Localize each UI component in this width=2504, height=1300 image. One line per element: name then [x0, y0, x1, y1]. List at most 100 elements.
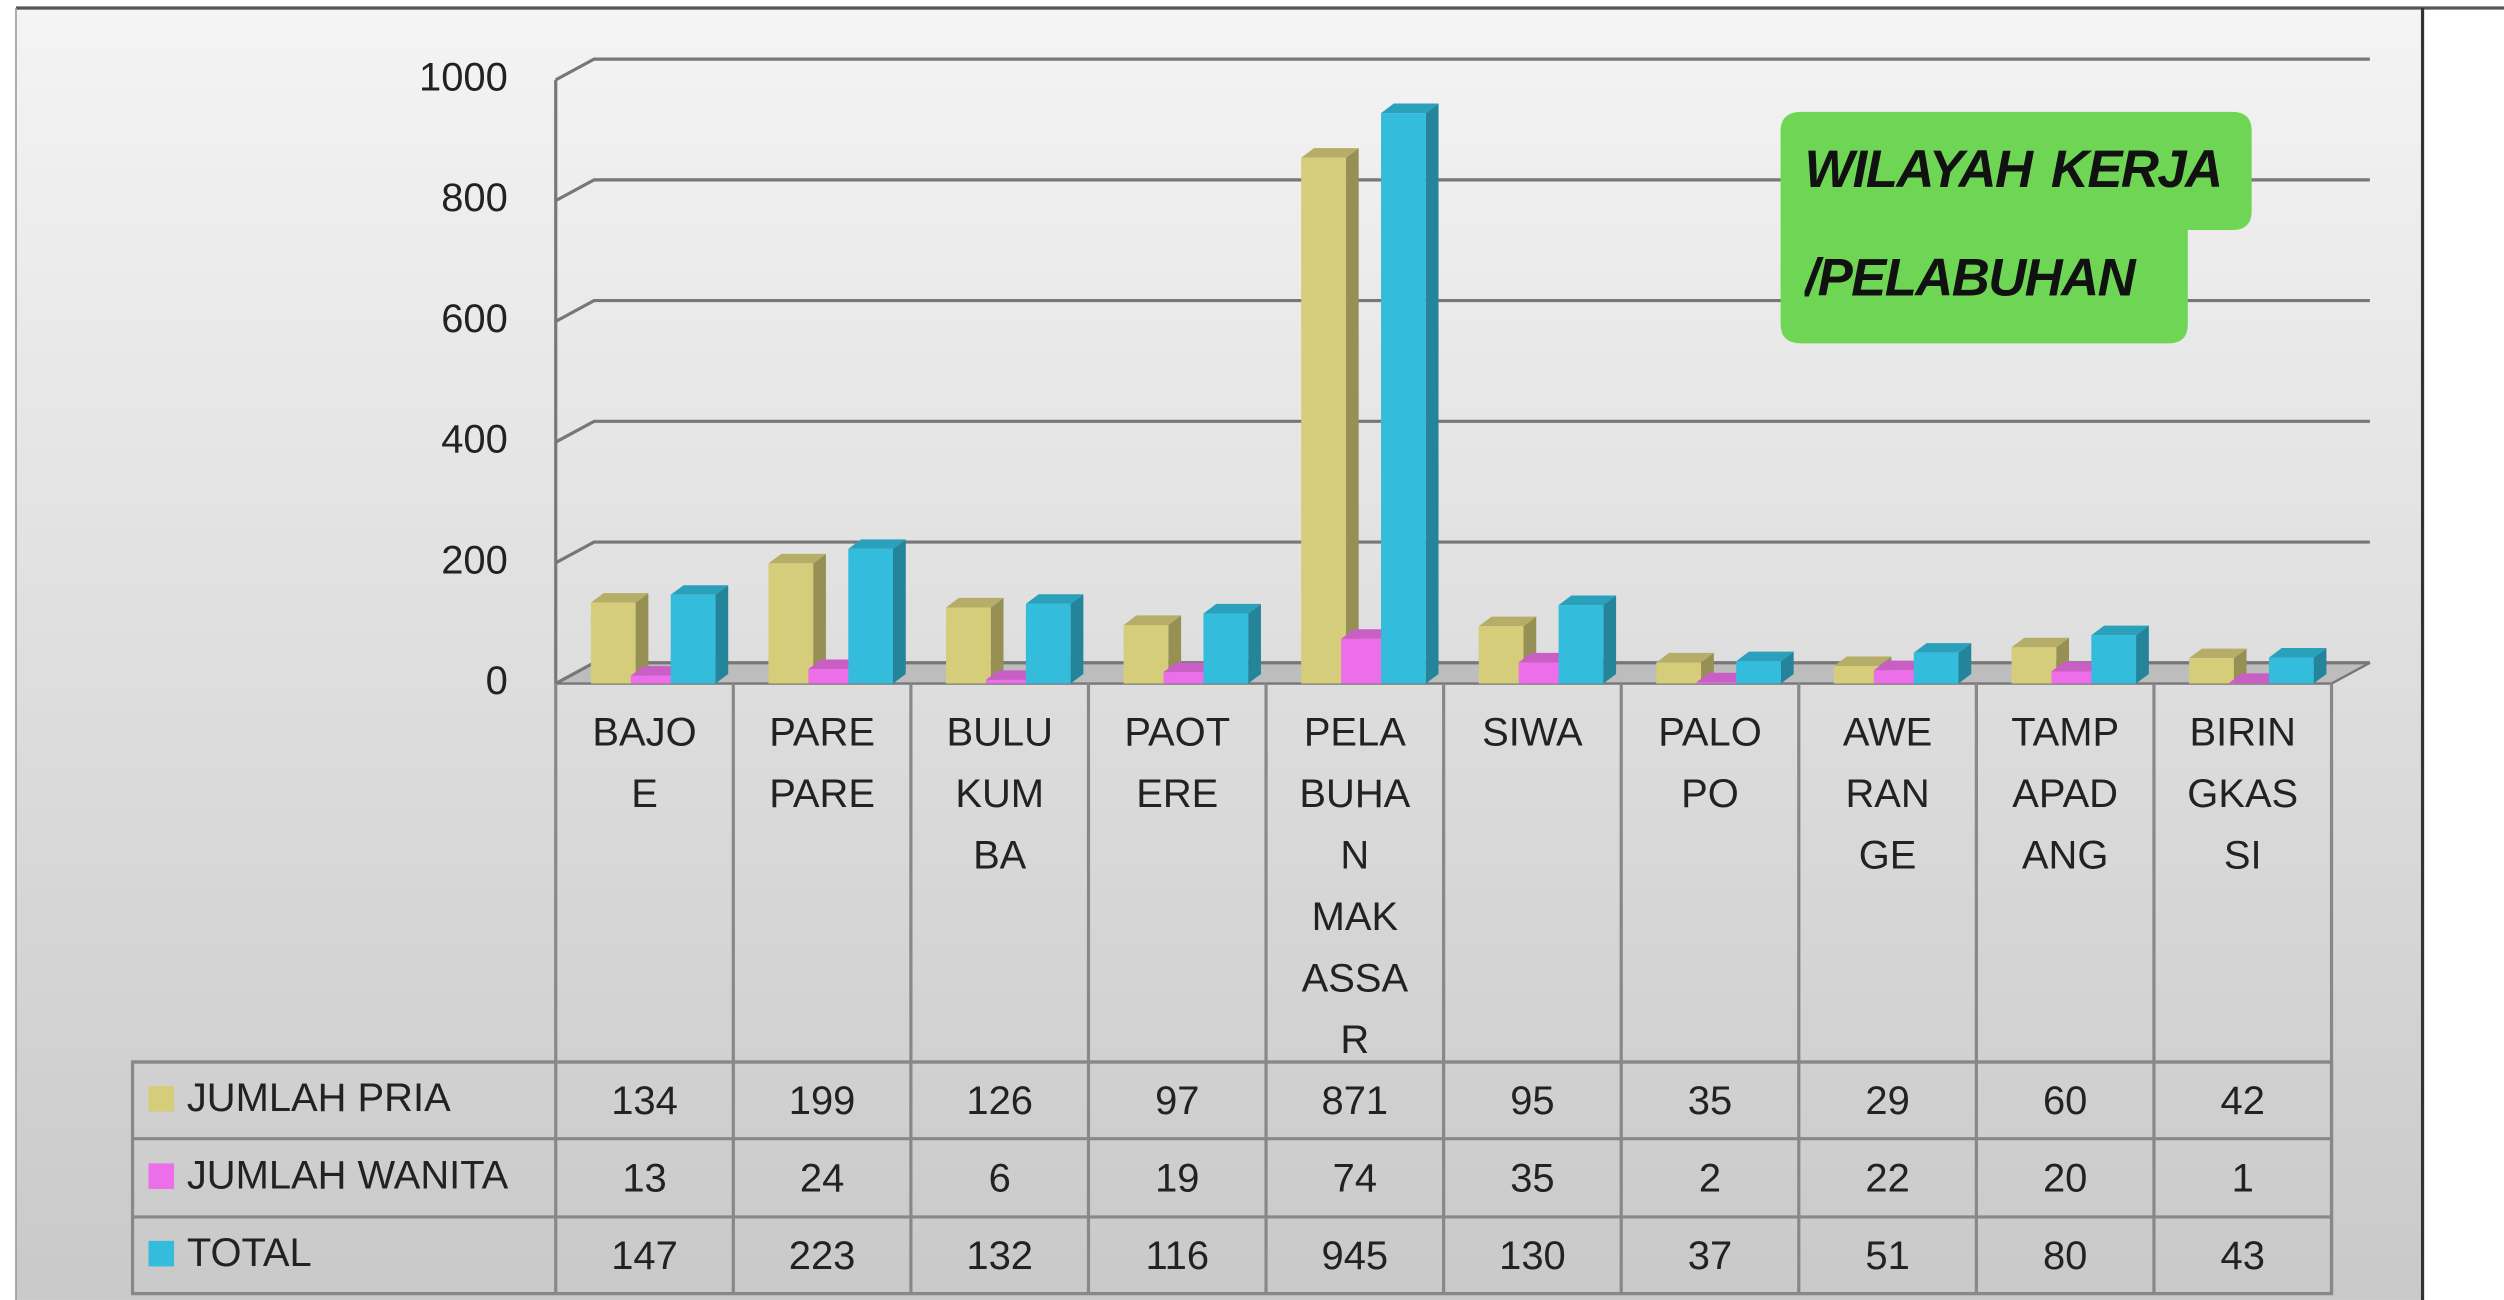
- table-value: 22: [1865, 1157, 1909, 1201]
- x-tick-label: PALO PO: [1658, 710, 1762, 815]
- bar: [808, 669, 854, 684]
- legend-swatch: [148, 1240, 175, 1267]
- bar-top: [1025, 594, 1084, 604]
- bar: [1478, 626, 1524, 684]
- bar-side: [1248, 603, 1261, 684]
- table-value: 147: [611, 1234, 678, 1278]
- bar-side: [1425, 103, 1439, 684]
- y-tick-label: 800: [441, 176, 508, 220]
- bar: [1913, 652, 1959, 684]
- bar: [985, 679, 1031, 684]
- table-value: 74: [1333, 1157, 1377, 1201]
- table-value: 130: [1499, 1234, 1566, 1278]
- table-value: 945: [1322, 1234, 1389, 1278]
- grid-line: [554, 57, 2370, 82]
- table-value: 19: [1155, 1157, 1199, 1201]
- bar-top: [2268, 647, 2327, 658]
- bar-side: [893, 539, 906, 684]
- table-value: 116: [1145, 1234, 1209, 1278]
- bar: [2268, 657, 2314, 684]
- bar-top: [768, 553, 826, 564]
- bar: [1163, 672, 1209, 684]
- bar-side: [2136, 625, 2149, 684]
- table-value: 871: [1322, 1079, 1389, 1123]
- bar-top: [1656, 652, 1714, 663]
- bar: [1696, 682, 1741, 684]
- x-tick-label: TAMP APAD ANG: [2011, 710, 2119, 877]
- y-tick-label: 0: [486, 659, 508, 703]
- table-value: 223: [789, 1234, 856, 1278]
- title-container: WILAYAH KERJA /PELABUHAN: [1805, 139, 2222, 307]
- x-tick-label: BIRIN GKAS SI: [2187, 710, 2298, 877]
- bar-top: [1301, 148, 1359, 158]
- grid-line: [554, 419, 2370, 444]
- table-value: 126: [966, 1079, 1033, 1123]
- bar: [1025, 603, 1071, 684]
- y-tick-label: 400: [441, 418, 508, 462]
- bar: [1341, 638, 1386, 684]
- y-tick-label: 600: [441, 297, 508, 341]
- table-value: 51: [1865, 1234, 1909, 1278]
- bar-top: [848, 539, 906, 549]
- bar: [1873, 670, 1919, 684]
- x-tick-label: PELA BUHA N MAK ASSA R: [1299, 710, 1410, 1061]
- bar-top: [590, 593, 649, 603]
- x-tick-label: PAOT ERE: [1124, 710, 1230, 815]
- table-value: 1: [2232, 1157, 2254, 1201]
- y-tick-label: 200: [441, 538, 508, 582]
- bar-side: [1780, 651, 1794, 684]
- bar: [1518, 662, 1564, 684]
- y-tick-label: 1000: [419, 55, 508, 99]
- bar: [2091, 635, 2137, 684]
- table-value: 95: [1510, 1079, 1554, 1123]
- bar-side: [813, 553, 826, 684]
- table-value: 60: [2043, 1079, 2087, 1123]
- bar: [1381, 113, 1426, 684]
- bar-top: [670, 585, 729, 595]
- bar: [2011, 647, 2057, 684]
- bar-top: [1558, 595, 1617, 606]
- bar-top: [1203, 603, 1261, 614]
- table-value: 199: [789, 1079, 856, 1123]
- table-value: 132: [966, 1234, 1033, 1278]
- table-value: 6: [989, 1157, 1011, 1201]
- bar-side: [1603, 595, 1617, 684]
- x-tick-label: AWE RAN GE: [1843, 710, 1932, 877]
- bar-top: [1913, 643, 1972, 653]
- legend-label: TOTAL: [187, 1231, 312, 1275]
- bar-top: [1833, 656, 1892, 667]
- table-value: 2: [1699, 1157, 1721, 1201]
- x-tick-label: BULU KUM BA: [946, 710, 1052, 877]
- x-tick-label: PARE PARE: [769, 710, 875, 815]
- legend-swatch: [148, 1085, 175, 1112]
- bar: [630, 675, 676, 684]
- bar: [848, 548, 894, 684]
- title-box: [1780, 111, 2252, 344]
- bar: [2189, 658, 2234, 684]
- grid-line: [554, 178, 2370, 203]
- table-value: 13: [622, 1157, 666, 1201]
- bar: [590, 602, 636, 684]
- bar-top: [2091, 625, 2149, 636]
- bar-top: [1123, 615, 1182, 625]
- table-value: 134: [611, 1079, 678, 1123]
- bar-side: [990, 597, 1004, 684]
- table-value: 97: [1155, 1079, 1199, 1123]
- table-value: 37: [1688, 1234, 1732, 1278]
- bar: [2229, 682, 2274, 684]
- plot-area: 0 200 400 600 800 1000 BAJO E PARE PARE BULU KUM BA P…: [130, 55, 2371, 1296]
- bar: [1656, 662, 1702, 684]
- table-value: 20: [2043, 1157, 2087, 1201]
- grid-line: [554, 540, 2370, 565]
- bar-side: [1958, 643, 1972, 684]
- legend-label: JUMLAH PRIA: [187, 1076, 451, 1120]
- table-value: 80: [2043, 1234, 2087, 1278]
- table-value: 42: [2221, 1079, 2265, 1123]
- bar-side: [1070, 594, 1084, 684]
- legend-label: JUMLAH WANITA: [187, 1153, 509, 1197]
- bar: [670, 594, 716, 684]
- table-value: 24: [800, 1157, 844, 1201]
- bar: [1736, 661, 1781, 684]
